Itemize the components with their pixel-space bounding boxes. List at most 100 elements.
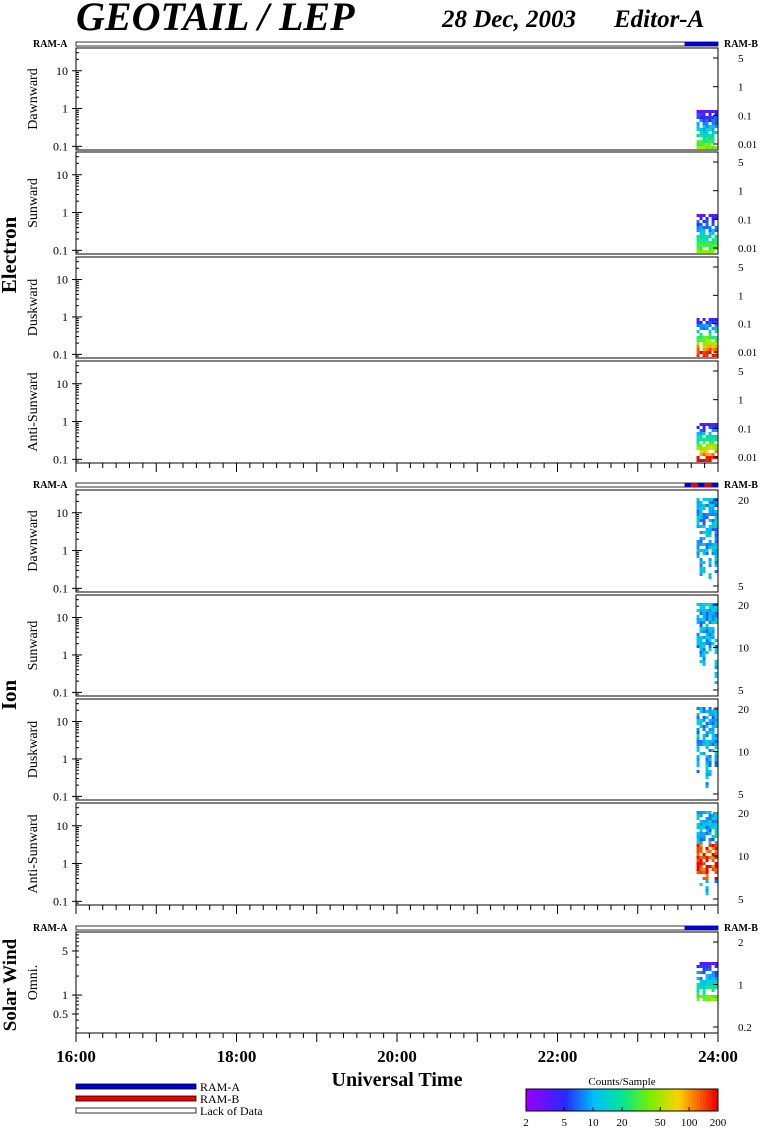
colorbar-step bbox=[607, 1089, 611, 1111]
spectrogram-cell bbox=[705, 423, 709, 426]
colorbar-step bbox=[628, 1089, 632, 1111]
spectrogram-cell bbox=[714, 725, 718, 728]
spectrogram-cell bbox=[702, 995, 706, 998]
spectrogram-cell bbox=[696, 761, 700, 764]
spectrogram-cell bbox=[699, 501, 703, 504]
spectrogram-cell bbox=[702, 137, 706, 140]
spectrogram-cell bbox=[696, 501, 700, 504]
spectrogram-cell bbox=[705, 785, 709, 788]
left-tick-label: 1 bbox=[62, 415, 68, 429]
spectrogram-cell bbox=[714, 648, 718, 651]
spectrogram-cell bbox=[696, 354, 700, 357]
spectrogram-cell bbox=[702, 621, 706, 624]
ram-right-label: RAM-B bbox=[724, 39, 758, 50]
spectrogram-cell bbox=[714, 666, 718, 669]
spectrogram-cell bbox=[708, 513, 712, 516]
spectrogram-cell bbox=[711, 865, 715, 868]
spectrogram-cell bbox=[699, 752, 703, 755]
spectrogram-cell bbox=[711, 986, 715, 989]
spectrogram-cell bbox=[699, 549, 703, 552]
spectrogram-cell bbox=[714, 354, 718, 357]
legend-swatch bbox=[75, 1095, 197, 1102]
spectrogram-cell bbox=[702, 543, 706, 546]
spectrogram-cell bbox=[696, 510, 700, 513]
spectrogram-cell bbox=[708, 615, 712, 618]
spectrogram-cell bbox=[714, 814, 718, 817]
spectrogram-cell bbox=[711, 441, 715, 444]
spectrogram-cell bbox=[699, 128, 703, 131]
spectrogram-cell bbox=[714, 826, 718, 829]
spectrogram-cell bbox=[708, 636, 712, 639]
spectrogram-cell bbox=[711, 722, 715, 725]
spectrogram-cell bbox=[708, 459, 712, 462]
spectrogram-cell bbox=[708, 140, 712, 143]
right-tick-label: 5 bbox=[738, 157, 744, 169]
spectrogram-cell bbox=[708, 820, 712, 823]
spectrogram-cell bbox=[705, 351, 709, 354]
spectrogram-cell bbox=[696, 716, 700, 719]
colorbar-step bbox=[538, 1089, 542, 1111]
spectrogram-cell bbox=[699, 621, 703, 624]
spectrogram-cell bbox=[696, 543, 700, 546]
spectrogram-cell bbox=[696, 645, 700, 648]
spectrogram-cell bbox=[705, 348, 709, 351]
spectrogram-cell bbox=[708, 603, 712, 606]
spectrogram-cell bbox=[702, 125, 706, 128]
right-tick-label: 0.1 bbox=[738, 423, 752, 435]
spectrogram-cell bbox=[711, 734, 715, 737]
spectrogram-cell bbox=[699, 540, 703, 543]
spectrogram-cell bbox=[705, 998, 709, 1001]
spectrogram-cell bbox=[708, 980, 712, 983]
spectrogram-cell bbox=[714, 570, 718, 573]
panel-frame bbox=[75, 47, 719, 151]
plot-editor: Editor-A bbox=[613, 6, 704, 33]
spectrogram-cell bbox=[708, 829, 712, 832]
spectrogram-cell bbox=[708, 324, 712, 327]
spectrogram-cell bbox=[708, 235, 712, 238]
spectrogram-cell bbox=[705, 986, 709, 989]
spectrogram-cell bbox=[708, 832, 712, 835]
spectrogram-cell bbox=[711, 348, 715, 351]
spectrogram-cell bbox=[699, 986, 703, 989]
spectrogram-cell bbox=[705, 110, 709, 113]
spectrogram-cell bbox=[705, 516, 709, 519]
spectrogram-cell bbox=[714, 965, 718, 968]
spectrogram-cell bbox=[696, 770, 700, 773]
spectrogram-cell bbox=[696, 214, 700, 217]
left-tick-label: 1 bbox=[62, 988, 68, 1002]
spectrogram-cell bbox=[705, 731, 709, 734]
colorbar-step bbox=[625, 1089, 629, 1111]
colorbar-tick-label: 100 bbox=[681, 1117, 698, 1128]
colorbar-step bbox=[634, 1089, 638, 1111]
colorbar-step bbox=[586, 1089, 590, 1111]
spectrogram-cell bbox=[708, 719, 712, 722]
spectrogram-cell bbox=[708, 345, 712, 348]
spectrogram-cell bbox=[696, 140, 700, 143]
spectrogram-cell bbox=[714, 330, 718, 333]
spectrogram-cell bbox=[705, 871, 709, 874]
spectrogram-cell bbox=[711, 125, 715, 128]
spectrogram-cell bbox=[699, 336, 703, 339]
spectrogram-cell bbox=[696, 743, 700, 746]
spectrogram-cell bbox=[699, 519, 703, 522]
spectrogram-cell bbox=[708, 558, 712, 561]
spectrogram-cell bbox=[702, 992, 706, 995]
spectrogram-cell bbox=[705, 459, 709, 462]
spectrogram-cell bbox=[708, 504, 712, 507]
spectrogram-cell bbox=[705, 865, 709, 868]
spectrogram-cell bbox=[696, 339, 700, 342]
spectrogram-cell bbox=[705, 125, 709, 128]
spectrogram-cell bbox=[702, 351, 706, 354]
spectrogram-cell bbox=[708, 110, 712, 113]
spectrogram-cell bbox=[702, 116, 706, 119]
ram-right-label: RAM-B bbox=[724, 923, 758, 934]
colorbar-step bbox=[589, 1089, 593, 1111]
left-tick-label: 10 bbox=[56, 715, 68, 729]
spectrogram-cell bbox=[705, 612, 709, 615]
spectrogram-cell bbox=[714, 324, 718, 327]
spectrogram-cell bbox=[714, 110, 718, 113]
left-tick-label: 10 bbox=[56, 611, 68, 625]
colorbar-step bbox=[601, 1089, 605, 1111]
spectrogram-cell bbox=[708, 749, 712, 752]
colorbar-step bbox=[619, 1089, 623, 1111]
